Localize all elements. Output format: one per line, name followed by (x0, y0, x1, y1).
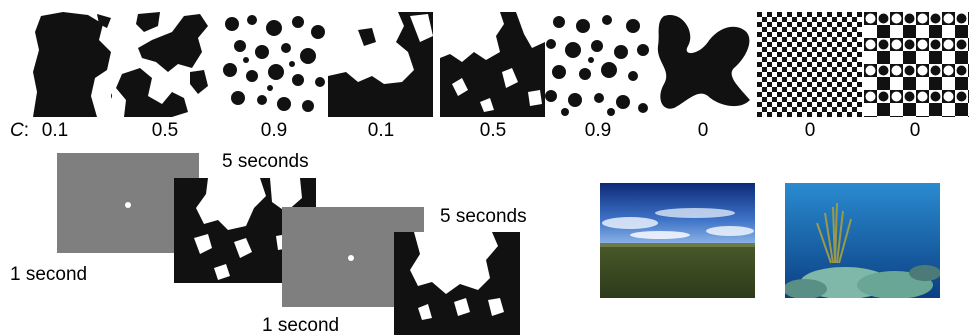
texture-tile-7 (652, 12, 757, 117)
c-value-7: 0 (697, 120, 709, 141)
texture-tile-2 (112, 12, 217, 117)
texture-tile-3 (222, 12, 327, 117)
texture-tile-4 (328, 12, 433, 117)
c-value-2: 0.5 (151, 120, 179, 141)
c-value-6: 0.9 (584, 120, 612, 141)
c-value-1: 0.1 (41, 120, 69, 141)
fixation-1-duration: 1 second (10, 264, 88, 285)
texture-tile-dots (864, 12, 969, 117)
stimulus-1-duration: 5 seconds (222, 151, 309, 172)
c-value-4: 0.1 (367, 120, 395, 141)
stimulus-screen-1 (174, 178, 316, 283)
c-axis-label: C: (10, 120, 30, 141)
c-value-8: 0 (804, 120, 816, 141)
c-value-3: 0.9 (260, 120, 288, 141)
underwater-photo (785, 183, 940, 298)
stimulus-screen-2 (394, 232, 520, 335)
texture-tile-checkerboard (757, 12, 862, 117)
landscape-photo (600, 183, 755, 298)
c-value-5: 0.5 (479, 120, 507, 141)
c-value-9: 0 (909, 120, 921, 141)
stimulus-2-duration: 5 seconds (440, 206, 527, 227)
texture-tile-5 (440, 12, 545, 117)
texture-tile-6 (545, 12, 650, 117)
fixation-dot (348, 255, 354, 261)
fixation-dot (125, 202, 131, 208)
fixation-2-duration: 1 second (262, 315, 340, 336)
